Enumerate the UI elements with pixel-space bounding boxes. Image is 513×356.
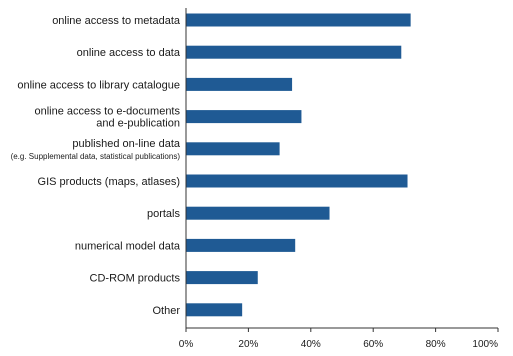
- category-labels: online access to metadata online access t…: [11, 15, 181, 317]
- bar-3: [186, 110, 302, 124]
- bar-0: [186, 13, 411, 27]
- category-label-4-0: published on-line data: [72, 138, 181, 150]
- category-label-6-0: portals: [147, 208, 181, 220]
- bar-6: [186, 206, 330, 220]
- category-label-2-0: online access to library catalogue: [17, 79, 180, 91]
- bar-1: [186, 45, 402, 59]
- bar-8: [186, 271, 258, 285]
- category-label-3-1: and e-publication: [96, 118, 180, 130]
- x-axis: 0% 20% 40% 60% 80% 100%: [179, 8, 499, 350]
- bar-9: [186, 303, 243, 317]
- category-label-8-0: CD-ROM products: [90, 273, 181, 285]
- bar-5: [186, 174, 408, 188]
- bar-7: [186, 238, 296, 252]
- bars-group: [186, 13, 411, 317]
- x-tick-label-2: 40%: [301, 339, 321, 350]
- category-label-9-0: Other: [152, 305, 180, 317]
- category-label-1-0: online access to data: [77, 47, 181, 59]
- x-tick-label-3: 60%: [363, 339, 383, 350]
- category-label-7-0: numerical model data: [75, 240, 181, 252]
- x-tick-label-1: 20%: [238, 339, 258, 350]
- x-tick-label-4: 80%: [426, 339, 446, 350]
- category-label-5-0: GIS products (maps, atlases): [38, 176, 180, 188]
- bar-4: [186, 142, 280, 156]
- bar-2: [186, 77, 293, 91]
- x-tick-label-0: 0%: [179, 339, 194, 350]
- category-label-4-1: (e.g. Supplemental data, statistical pub…: [11, 152, 181, 161]
- x-tick-label-5: 100%: [472, 339, 498, 350]
- category-label-0-0: online access to metadata: [52, 15, 181, 27]
- category-label-3-0: online access to e-documents: [34, 106, 180, 118]
